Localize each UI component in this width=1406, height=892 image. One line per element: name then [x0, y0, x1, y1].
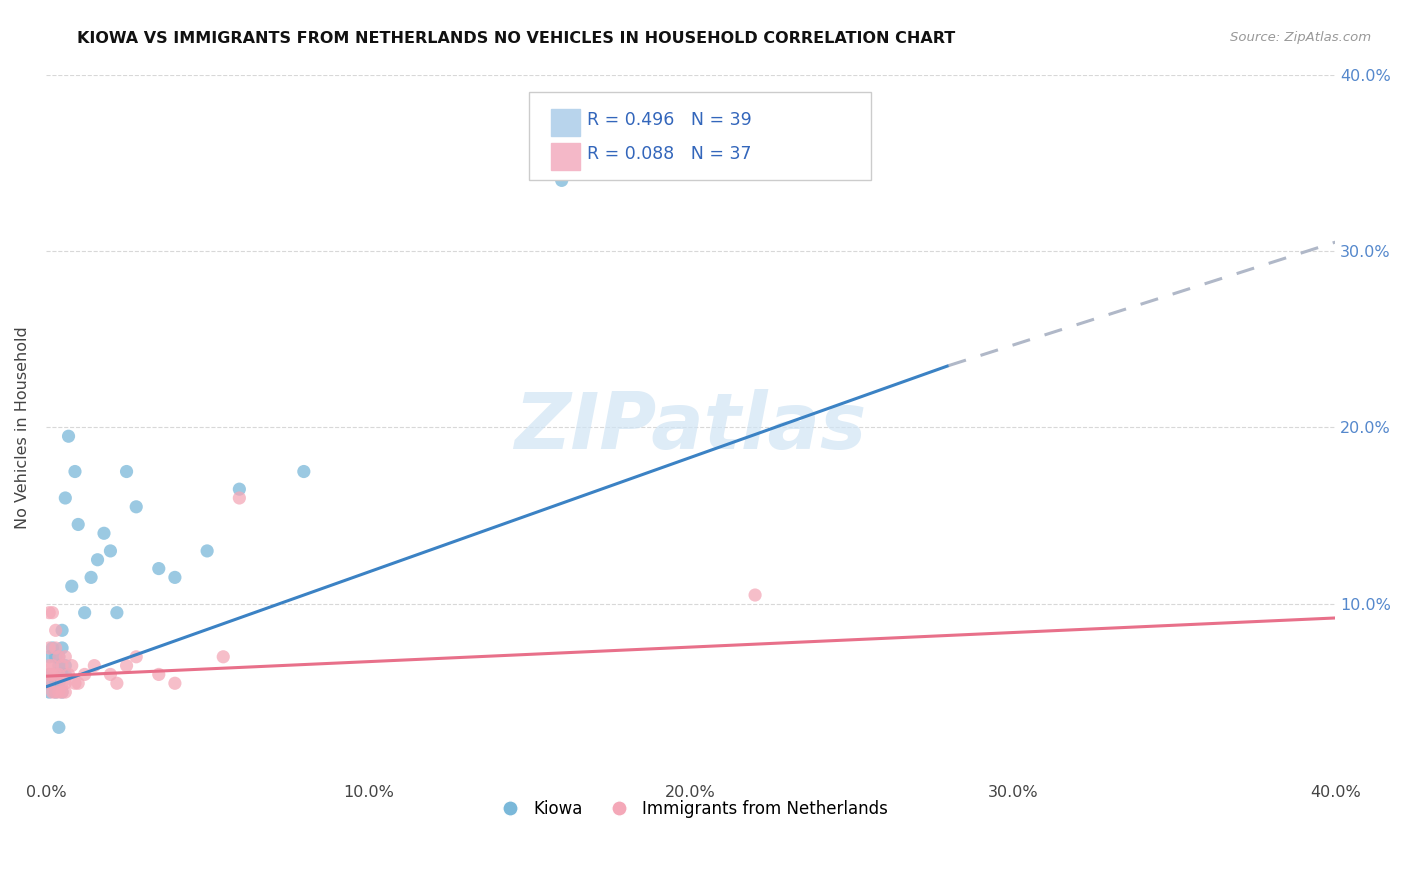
Point [45, 667, 67, 681]
Point [41, 685, 63, 699]
Point [58, 429, 80, 443]
Point [212, 649, 235, 664]
Point [51, 640, 73, 655]
Point [80, 570, 103, 584]
Point [125, 649, 148, 664]
Point [163, 570, 186, 584]
Point [38, 676, 60, 690]
Point [38, 685, 60, 699]
Point [53, 491, 76, 505]
Point [195, 544, 218, 558]
Point [100, 544, 122, 558]
Point [228, 482, 250, 496]
Text: KIOWA VS IMMIGRANTS FROM NETHERLANDS NO VEHICLES IN HOUSEHOLD CORRELATION CHART: KIOWA VS IMMIGRANTS FROM NETHERLANDS NO … [77, 31, 956, 46]
Point [53, 685, 76, 699]
Y-axis label: No Vehicles in Household: No Vehicles in Household [15, 326, 30, 529]
Point [63, 465, 86, 479]
Point [45, 624, 67, 638]
Point [148, 667, 170, 681]
Point [67, 517, 90, 532]
Point [53, 649, 76, 664]
Point [41, 667, 63, 681]
Point [60, 658, 83, 673]
Point [115, 465, 138, 479]
Point [38, 667, 60, 681]
Point [83, 658, 105, 673]
Text: Source: ZipAtlas.com: Source: ZipAtlas.com [1230, 31, 1371, 45]
Point [100, 667, 122, 681]
Point [292, 465, 315, 479]
Point [48, 667, 70, 681]
Point [86, 553, 108, 567]
Point [38, 606, 60, 620]
Point [105, 606, 128, 620]
Point [105, 676, 128, 690]
Point [38, 649, 60, 664]
Point [38, 640, 60, 655]
Point [51, 658, 73, 673]
Point [45, 685, 67, 699]
Point [125, 500, 148, 514]
Point [48, 658, 70, 673]
Point [73, 606, 96, 620]
Point [38, 667, 60, 681]
FancyBboxPatch shape [551, 109, 579, 136]
Point [45, 676, 67, 690]
Point [45, 640, 67, 655]
Point [38, 658, 60, 673]
Point [48, 649, 70, 664]
Point [550, 173, 572, 187]
Point [48, 676, 70, 690]
Point [51, 685, 73, 699]
Point [41, 676, 63, 690]
Point [45, 667, 67, 681]
Point [51, 667, 73, 681]
Point [73, 667, 96, 681]
Point [148, 561, 170, 575]
Text: ZIPatlas: ZIPatlas [515, 390, 866, 466]
Point [48, 649, 70, 664]
Point [48, 720, 70, 734]
Point [51, 685, 73, 699]
Point [115, 658, 138, 673]
Point [53, 667, 76, 681]
Point [41, 667, 63, 681]
Legend: Kiowa, Immigrants from Netherlands: Kiowa, Immigrants from Netherlands [486, 794, 894, 825]
Text: R = 0.496   N = 39: R = 0.496 N = 39 [588, 112, 752, 129]
Point [163, 676, 186, 690]
Point [744, 588, 766, 602]
FancyBboxPatch shape [551, 143, 579, 169]
Point [228, 491, 250, 505]
Point [45, 685, 67, 699]
Point [41, 658, 63, 673]
Text: R = 0.088   N = 37: R = 0.088 N = 37 [588, 145, 752, 163]
Point [53, 676, 76, 690]
FancyBboxPatch shape [530, 92, 872, 180]
Point [58, 667, 80, 681]
Point [51, 676, 73, 690]
Point [45, 649, 67, 664]
Point [60, 579, 83, 593]
Point [67, 676, 90, 690]
Point [53, 658, 76, 673]
Point [48, 685, 70, 699]
Point [41, 640, 63, 655]
Point [41, 606, 63, 620]
Point [51, 624, 73, 638]
Point [63, 676, 86, 690]
Point [93, 526, 115, 541]
